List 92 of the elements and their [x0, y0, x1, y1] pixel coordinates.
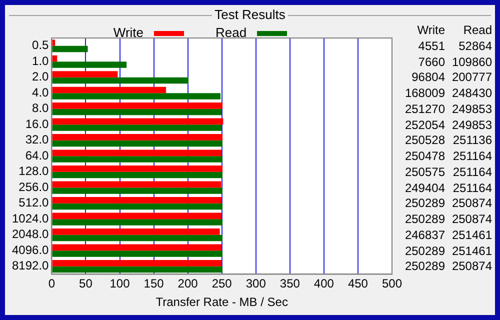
text: 250874 [452, 196, 492, 210]
text: 250478 [404, 149, 445, 164]
text: 96804 [410, 70, 445, 84]
text: 249404 [404, 180, 445, 195]
legend-label: Write [113, 25, 144, 40]
y-tick-label: 0.5 [32, 38, 50, 52]
text: 4551 [417, 38, 445, 53]
bar [52, 181, 222, 188]
legend-label: Read [216, 25, 247, 40]
text: 109860 [452, 54, 492, 69]
bar [52, 150, 222, 156]
text: 250874 [452, 212, 492, 226]
y-tick-label: 4.0 [32, 85, 50, 100]
bar [52, 86, 166, 94]
text: 168009 [404, 86, 445, 100]
y-tick-label: 8.0 [32, 101, 50, 116]
y-tick-label: 2048.0 [12, 227, 50, 242]
y-tick-label: 8192.0 [12, 258, 50, 273]
text: 251270 [404, 102, 445, 116]
x-tick-label: 150 [144, 276, 164, 291]
text: 250874 [452, 259, 492, 274]
text: 251461 [452, 244, 492, 258]
bar [52, 172, 223, 178]
bar [52, 40, 56, 46]
y-tick-label: 256.0 [18, 180, 50, 194]
bar [52, 244, 222, 251]
y-tick-label: 4096.0 [12, 242, 50, 257]
bar [52, 212, 222, 220]
y-tick-label: 1024.0 [12, 211, 50, 226]
text: 251164 [452, 149, 492, 164]
text: 52864 [458, 38, 492, 53]
x-tick-label: 50 [79, 276, 93, 291]
bar [52, 118, 224, 125]
bar [52, 102, 223, 109]
bar [52, 197, 222, 204]
chart-title: Test Results [212, 7, 288, 22]
bar [52, 219, 223, 226]
x-tick-label: 100 [110, 276, 130, 291]
bar [52, 77, 189, 84]
x-tick-label: 350 [280, 276, 300, 291]
bar [52, 234, 223, 242]
bar [52, 108, 222, 116]
x-tick-label: 0 [48, 276, 56, 291]
bar [52, 166, 223, 172]
y-tick-label: 64.0 [25, 148, 50, 162]
text: 251136 [452, 133, 492, 148]
text: 248430 [452, 86, 492, 100]
bar [52, 71, 118, 78]
bar [52, 62, 127, 68]
text: 251164 [452, 180, 492, 195]
text: 7660 [417, 54, 445, 69]
text: 200777 [452, 70, 492, 84]
y-tick-label: 512.0 [18, 196, 50, 210]
x-tick-label: 450 [348, 276, 368, 291]
text: 249853 [452, 102, 492, 116]
bar [52, 188, 223, 194]
text: 251461 [452, 228, 492, 242]
bar [52, 203, 223, 210]
text: 251164 [452, 164, 492, 179]
y-tick-label: 16.0 [25, 116, 50, 131]
x-tick-label: 500 [382, 276, 402, 291]
x-tick-label: 300 [246, 276, 266, 291]
text: Write [416, 23, 445, 37]
text: 250289 [404, 196, 445, 210]
x-tick-label: 250 [212, 276, 232, 291]
bar [52, 228, 220, 235]
bar [52, 266, 223, 273]
text: 250575 [404, 164, 445, 179]
bar [52, 250, 223, 257]
x-tick-label: 400 [314, 276, 334, 291]
text: 252054 [404, 118, 445, 132]
text: Read [463, 23, 492, 37]
x-axis-title: Transfer Rate - MB / Sec [156, 295, 288, 310]
bar [52, 140, 223, 147]
bar [52, 124, 222, 131]
text: 250289 [404, 244, 445, 258]
text: 250289 [404, 259, 445, 274]
y-tick-label: 1.0 [32, 54, 50, 68]
bar [52, 93, 220, 100]
bar [52, 156, 223, 162]
text: 246837 [404, 228, 445, 242]
y-tick-label: 2.0 [32, 70, 50, 84]
x-tick-label: 200 [178, 276, 198, 291]
bar [52, 55, 58, 62]
text: 250528 [404, 133, 445, 148]
y-tick-label: 32.0 [25, 132, 50, 147]
text: 249853 [452, 118, 492, 132]
bar [52, 134, 223, 140]
text: 250289 [404, 212, 445, 226]
bar [52, 260, 222, 266]
y-tick-label: 128.0 [18, 164, 50, 178]
bar [52, 46, 88, 52]
